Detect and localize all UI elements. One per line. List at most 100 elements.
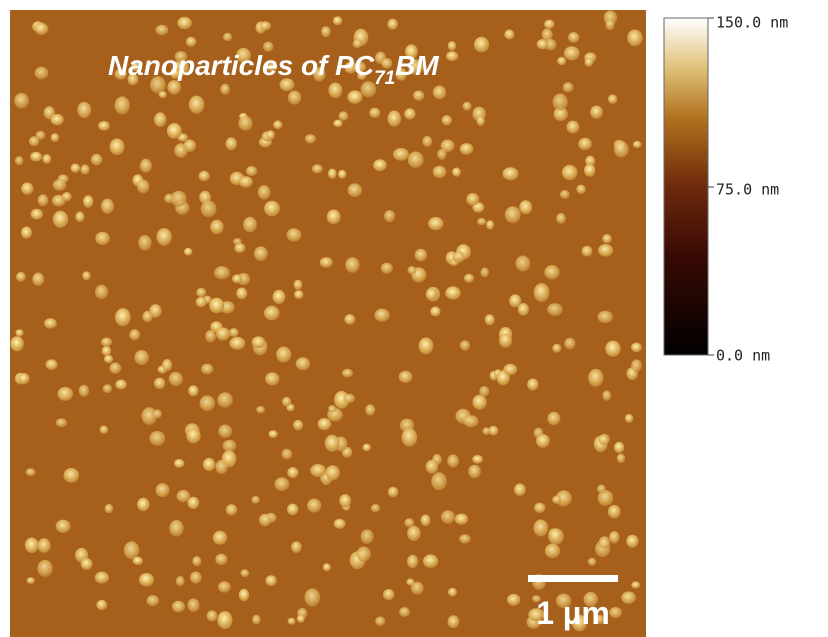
particle: [344, 394, 355, 404]
particle: [433, 166, 447, 178]
particle: [265, 575, 276, 586]
particle: [294, 280, 303, 290]
particle: [238, 116, 252, 131]
particle: [64, 468, 80, 483]
particle: [71, 164, 81, 173]
particle: [544, 265, 559, 279]
particle: [100, 426, 109, 434]
particle: [464, 274, 474, 283]
particle: [448, 41, 457, 51]
particle: [115, 380, 127, 390]
particle: [154, 378, 165, 389]
particle: [254, 246, 268, 260]
particle: [381, 263, 393, 274]
particle: [287, 504, 298, 516]
particle: [95, 232, 110, 245]
particle: [464, 415, 479, 427]
particle: [598, 434, 610, 445]
particle: [210, 220, 224, 235]
particle: [426, 288, 438, 300]
particle: [38, 538, 51, 553]
particle: [95, 285, 108, 299]
particle: [481, 268, 490, 278]
particle: [133, 557, 143, 565]
particle: [318, 418, 332, 430]
particle: [75, 211, 84, 222]
particle: [552, 344, 561, 353]
particle: [38, 194, 49, 206]
particle: [115, 308, 131, 326]
particle: [339, 494, 351, 507]
particle: [129, 329, 140, 340]
particle: [387, 19, 398, 30]
particle: [375, 617, 385, 626]
particle: [334, 519, 346, 529]
particle: [345, 257, 359, 272]
particle: [548, 528, 564, 545]
particle: [154, 112, 166, 127]
particle: [42, 154, 51, 164]
particle: [229, 328, 239, 337]
particle: [291, 541, 302, 553]
particle: [209, 298, 224, 314]
particle: [477, 218, 486, 225]
particle: [79, 385, 89, 397]
particle: [553, 94, 568, 111]
particle: [605, 341, 620, 357]
particle: [482, 427, 490, 435]
particle: [344, 314, 355, 325]
particle: [46, 359, 58, 370]
particle: [174, 459, 185, 468]
particle: [82, 271, 90, 280]
particle: [534, 520, 549, 537]
particle: [251, 496, 259, 504]
particle: [408, 152, 424, 168]
particle: [388, 487, 399, 498]
particle: [184, 139, 196, 152]
particle: [275, 477, 290, 491]
particle: [186, 37, 197, 47]
particle: [207, 610, 218, 621]
particle: [453, 251, 465, 263]
particle: [365, 404, 375, 415]
particle: [176, 576, 185, 586]
particle: [384, 210, 395, 222]
particle: [505, 206, 521, 223]
particle: [110, 139, 125, 156]
particle: [268, 430, 277, 438]
particle: [312, 164, 323, 173]
particle: [338, 170, 346, 179]
particle: [172, 601, 185, 613]
particle: [633, 141, 642, 148]
particle: [519, 200, 532, 214]
particle: [421, 515, 431, 527]
particle: [327, 210, 341, 225]
particle: [404, 518, 414, 527]
particle: [216, 327, 230, 340]
particle: [53, 211, 68, 228]
particle: [101, 199, 114, 214]
particle: [101, 338, 112, 347]
particle: [369, 108, 380, 118]
particle: [597, 485, 606, 494]
particle: [293, 420, 303, 430]
particle: [27, 577, 35, 584]
particle: [442, 115, 452, 125]
particle: [479, 386, 489, 397]
particle: [83, 195, 93, 207]
particle: [264, 306, 280, 321]
particle: [296, 357, 310, 370]
particle: [273, 120, 282, 129]
particle: [534, 503, 545, 513]
particle: [503, 364, 517, 375]
particle: [80, 164, 89, 174]
particle: [590, 106, 603, 119]
particle: [321, 26, 330, 37]
particle: [201, 364, 213, 375]
particle: [218, 581, 231, 592]
particle: [466, 193, 479, 206]
particle: [273, 290, 286, 304]
particle: [258, 185, 271, 200]
particle: [252, 336, 266, 348]
particle: [105, 504, 114, 513]
